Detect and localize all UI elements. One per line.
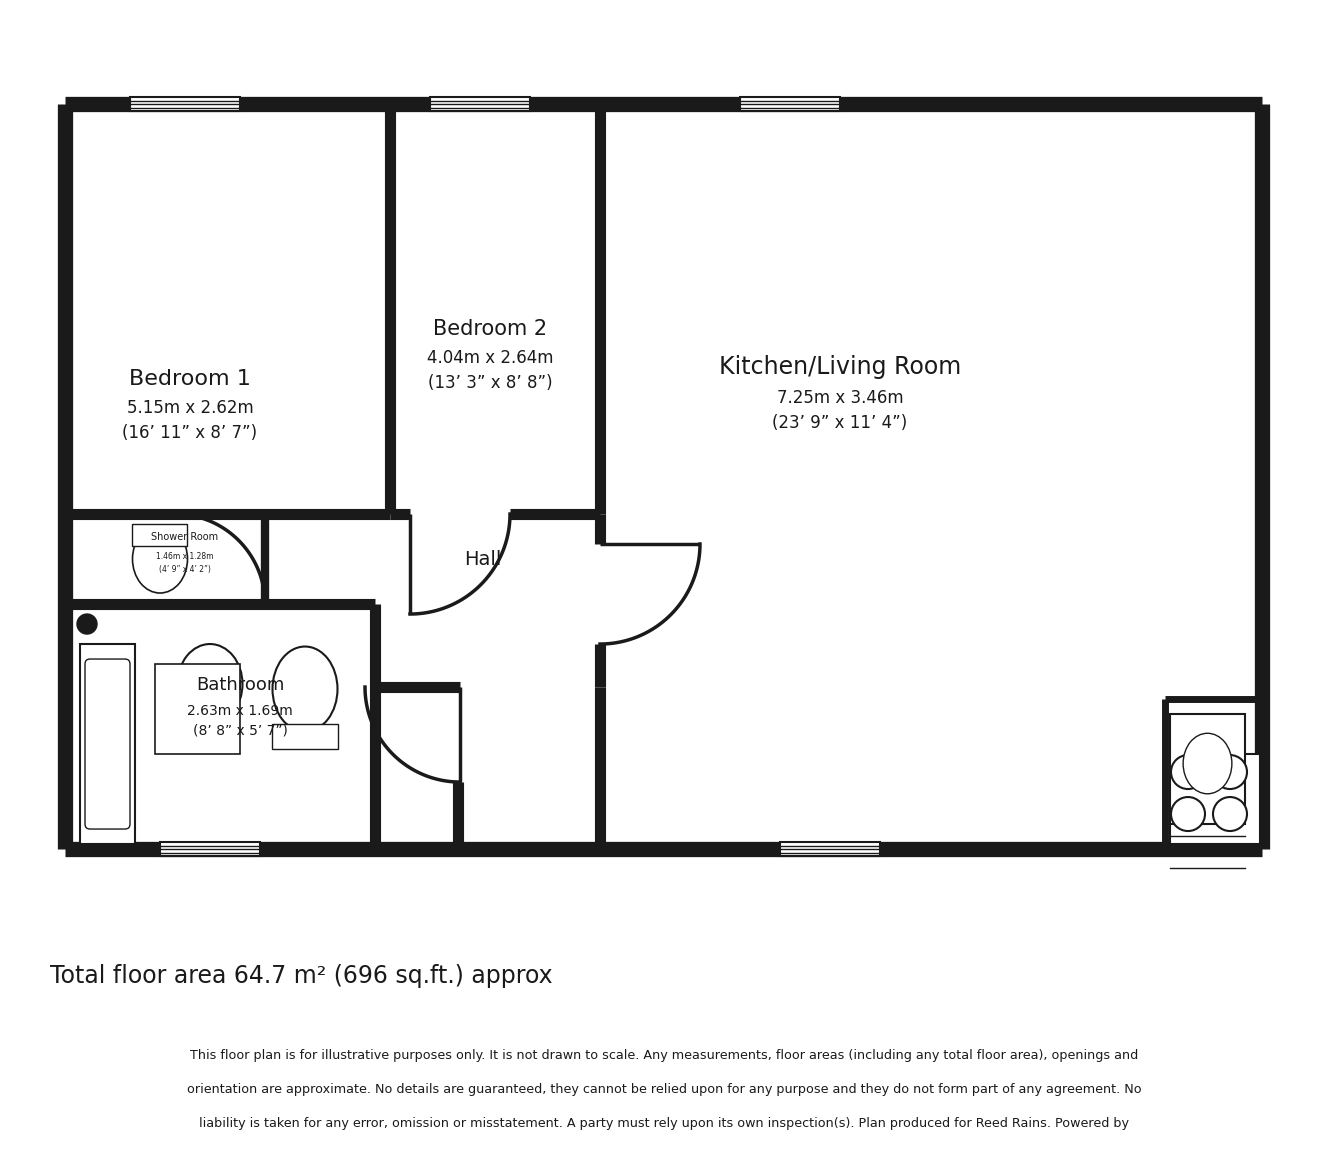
Bar <box>159 843 260 856</box>
Bar <box>155 664 240 754</box>
Text: liability is taken for any error, omission or misstatement. A party must rely up: liability is taken for any error, omissi… <box>199 1116 1129 1130</box>
Circle shape <box>1212 796 1247 831</box>
Bar <box>130 97 240 110</box>
Text: Total floor area 64.7 m² (696 sq.ft.) approx: Total floor area 64.7 m² (696 sq.ft.) ap… <box>50 963 552 988</box>
Text: 2.63m x 1.69m
(8’ 8” x 5’ 7”): 2.63m x 1.69m (8’ 8” x 5’ 7”) <box>187 704 293 738</box>
Bar <box>1170 714 1246 824</box>
Text: Hall: Hall <box>465 550 502 569</box>
Bar <box>80 645 135 844</box>
Text: 4.04m x 2.64m
(13’ 3” x 8’ 8”): 4.04m x 2.64m (13’ 3” x 8’ 8”) <box>426 349 554 392</box>
Text: 5.15m x 2.62m
(16’ 11” x 8’ 7”): 5.15m x 2.62m (16’ 11” x 8’ 7”) <box>122 399 258 442</box>
Bar <box>780 843 880 856</box>
Bar <box>430 97 530 110</box>
Ellipse shape <box>1183 733 1232 794</box>
Text: This floor plan is for illustrative purposes only. It is not drawn to scale. Any: This floor plan is for illustrative purp… <box>190 1049 1138 1061</box>
Bar <box>1170 754 1260 844</box>
Circle shape <box>1171 796 1204 831</box>
Text: 1.46m x 1.28m
(4’ 9” x 4’ 2”): 1.46m x 1.28m (4’ 9” x 4’ 2”) <box>157 552 214 573</box>
Ellipse shape <box>272 647 337 732</box>
Circle shape <box>1212 755 1247 790</box>
Bar <box>131 524 187 546</box>
Text: Bedroom 2: Bedroom 2 <box>433 319 547 340</box>
Bar <box>740 97 841 110</box>
Ellipse shape <box>178 645 243 724</box>
Text: orientation are approximate. No details are guaranteed, they cannot be relied up: orientation are approximate. No details … <box>187 1083 1141 1096</box>
FancyBboxPatch shape <box>85 660 130 829</box>
Text: 7.25m x 3.46m
(23’ 9” x 11’ 4”): 7.25m x 3.46m (23’ 9” x 11’ 4”) <box>773 389 907 432</box>
Circle shape <box>77 613 97 634</box>
Circle shape <box>1171 755 1204 790</box>
Ellipse shape <box>133 525 187 593</box>
Text: Shower Room: Shower Room <box>151 532 219 542</box>
Text: Kitchen/Living Room: Kitchen/Living Room <box>718 355 961 379</box>
Bar <box>272 724 339 749</box>
Text: Bedroom 1: Bedroom 1 <box>129 369 251 389</box>
Text: Bathroom: Bathroom <box>195 676 284 694</box>
